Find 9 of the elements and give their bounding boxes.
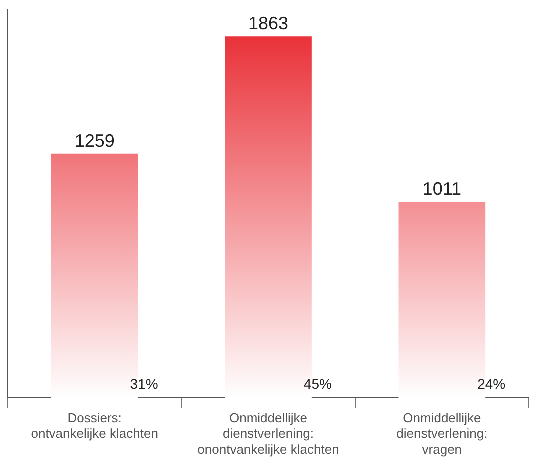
x-tick-label: Onmiddellijke dienstverlening: onontvankelijke klachten	[198, 410, 340, 457]
data-label: 1011	[422, 178, 462, 199]
data-label: 1863	[248, 14, 289, 34]
annotation: 24%	[478, 376, 506, 392]
annotation: 31%	[130, 376, 158, 392]
annotation: 45%	[304, 376, 332, 392]
x-tick-label: Dossiers: ontvankelijke klachten	[31, 410, 158, 442]
x-tick-label: Onmiddellijke dienstverlening: vragen	[396, 410, 488, 457]
data-label: 1259	[74, 130, 115, 151]
